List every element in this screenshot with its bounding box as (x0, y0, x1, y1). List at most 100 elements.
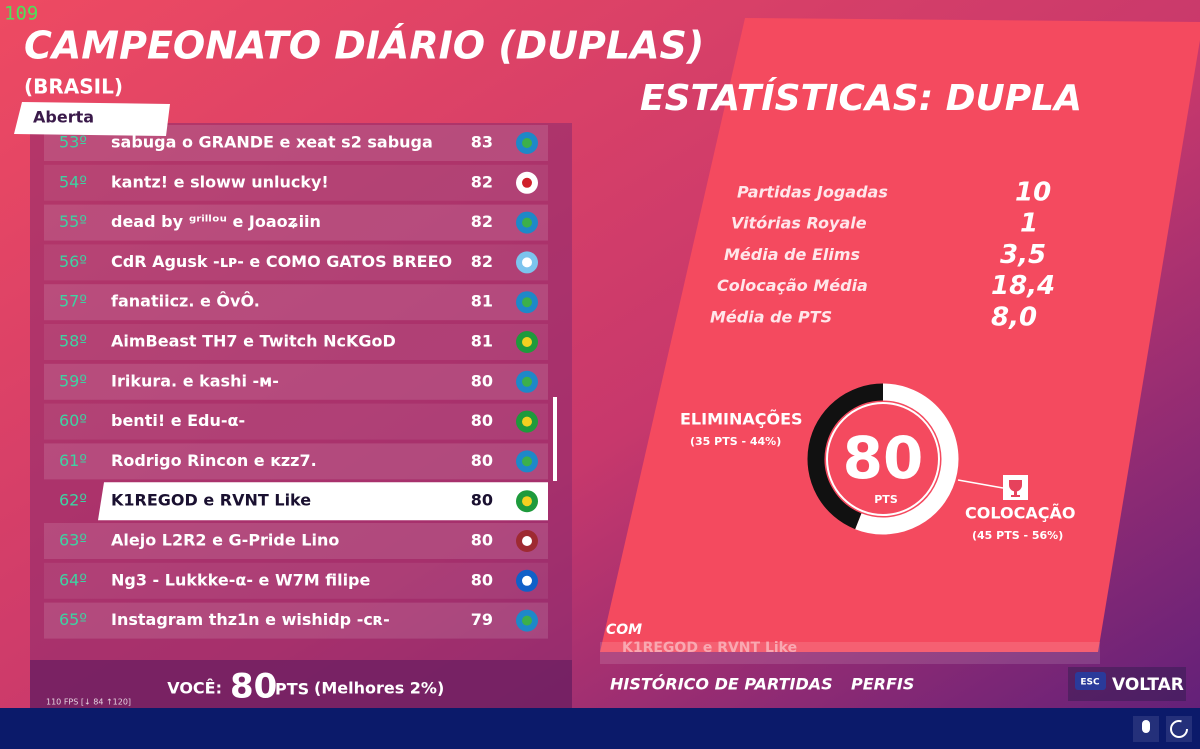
you-label: VOCÊ: (167, 679, 222, 698)
mic-icon (1142, 720, 1150, 733)
player-names: dead by ᵍʳⁱˡˡᵒᵘ e Joaoʑiin (111, 212, 321, 231)
stat-value: 10 (1015, 178, 1051, 208)
flag-detail (522, 138, 532, 148)
rank: 54º (59, 172, 87, 191)
player-names: AimBeast TH7 e Twitch NcKGoD (111, 332, 396, 351)
flag-detail (522, 257, 532, 268)
player-names: Instagram thz1n e wishidp -ᴄʀ- (111, 610, 390, 629)
subtitle: (BRASIL) (24, 75, 123, 99)
row-bg (44, 284, 548, 321)
team: K1REGOD e RVNT Like (622, 640, 797, 656)
stat-value: 1 (1020, 209, 1038, 239)
flag-detail (522, 615, 532, 626)
row-bg (44, 403, 548, 440)
fps-counter: 109 (4, 3, 38, 25)
taskbar (0, 708, 1200, 749)
donut-segment (855, 383, 959, 535)
rank: 53º (59, 133, 87, 152)
row-bg (44, 244, 548, 281)
tab-history[interactable]: HISTÓRICO DE PARTIDAS (610, 675, 833, 694)
points: 80 (471, 531, 493, 550)
donut-unit: PTS (874, 493, 898, 506)
leaderboard-panel (30, 123, 572, 708)
you-points: 80 (230, 667, 277, 707)
player-names: CdR Agusk -ʟᴘ- e COMO GATOS BREEO (111, 252, 452, 271)
row-bg (44, 324, 548, 360)
rank: 57º (59, 292, 87, 311)
tag: Aberta (33, 108, 94, 127)
esc-key (1075, 672, 1106, 690)
placement-label: (45 PTS - 56%) (972, 529, 1063, 542)
points: 80 (471, 371, 493, 390)
flag-detail (522, 416, 532, 427)
row-bg (44, 164, 548, 201)
flag-detail (522, 297, 532, 308)
flag-detail (522, 575, 532, 586)
points: 81 (471, 292, 493, 311)
donut (807, 383, 959, 535)
points: 80 (471, 411, 493, 430)
player-names: Alejo L2R2 e G-Pride Lino (111, 531, 339, 550)
row-bg (44, 562, 548, 599)
player-names: sabuga o GRANDE e xeat s2 sabuga (111, 133, 433, 152)
connector (957, 479, 1004, 489)
stats-panel (600, 18, 1200, 652)
rank: 59º (59, 371, 87, 390)
points: 79 (471, 610, 493, 629)
elims-label: (35 PTS - 44%) (690, 435, 781, 448)
rows: 53º sabuga o GRANDE e xeat s2 sabuga 83 54º… (44, 125, 548, 639)
player-names: fanatiicz. e ÔvÔ. (111, 292, 260, 311)
back[interactable]: VOLTAR (1112, 675, 1184, 695)
rank: 56º (59, 252, 87, 271)
trophy-icon (1009, 480, 1022, 497)
scrollbar[interactable] (553, 397, 557, 481)
player-names: Rodrigo Rincon e ᴋzz7. (111, 451, 317, 470)
rank: 58º (59, 332, 87, 351)
rank: 65º (59, 610, 87, 629)
points: 83 (471, 133, 493, 152)
stat-value: 8,0 (991, 302, 1037, 332)
rank: 55º (59, 212, 87, 231)
refresh-icon (1170, 720, 1188, 738)
player-names: Ng3 - Lukkke-α- e W7M filipe (111, 570, 371, 589)
player-names: Irikura. e kashi -ᴍ- (111, 371, 279, 390)
perf: 110 FPS [↓ 84 ↑120] (46, 698, 131, 707)
stat-label: Partidas Jogadas (737, 183, 888, 202)
flag-detail (522, 217, 532, 228)
stat-label: Média de Elims (724, 245, 860, 264)
flag-detail (522, 536, 532, 546)
tag-box (14, 102, 170, 136)
team-strip (600, 642, 1100, 664)
row-bg (44, 204, 548, 241)
flag-detail (522, 496, 532, 507)
points: 82 (471, 252, 493, 271)
row-bg (44, 443, 548, 480)
stat-label: Vitórias Royale (731, 214, 867, 233)
row-bg (44, 602, 548, 639)
points: 80 (471, 570, 493, 589)
stats-title: ESTATÍSTICAS: DUPLA (640, 77, 1082, 119)
tab-profiles[interactable]: PERFIS (851, 675, 914, 694)
player-names: kantz! e sloww unlucky! (111, 172, 329, 191)
flag-detail (522, 177, 532, 188)
rank: 64º (59, 570, 87, 589)
elims-name: ELIMINAÇÕES (680, 410, 803, 429)
player-names: benti! e Edu-α- (111, 411, 245, 430)
row-bg (44, 523, 548, 559)
refresh-button[interactable] (1166, 716, 1192, 742)
rank: 62º (59, 491, 87, 510)
points: 82 (471, 172, 493, 191)
flag-detail (522, 376, 532, 387)
rank: 60º (59, 411, 87, 430)
points: 82 (471, 212, 493, 231)
stat-label: Colocação Média (717, 276, 868, 295)
rank: 61º (59, 451, 87, 470)
points: 80 (471, 451, 493, 470)
esc: ESC (1080, 678, 1100, 688)
stat-label: Média de PTS (710, 307, 832, 326)
flag-detail (522, 337, 532, 347)
points: 80 (471, 491, 493, 510)
